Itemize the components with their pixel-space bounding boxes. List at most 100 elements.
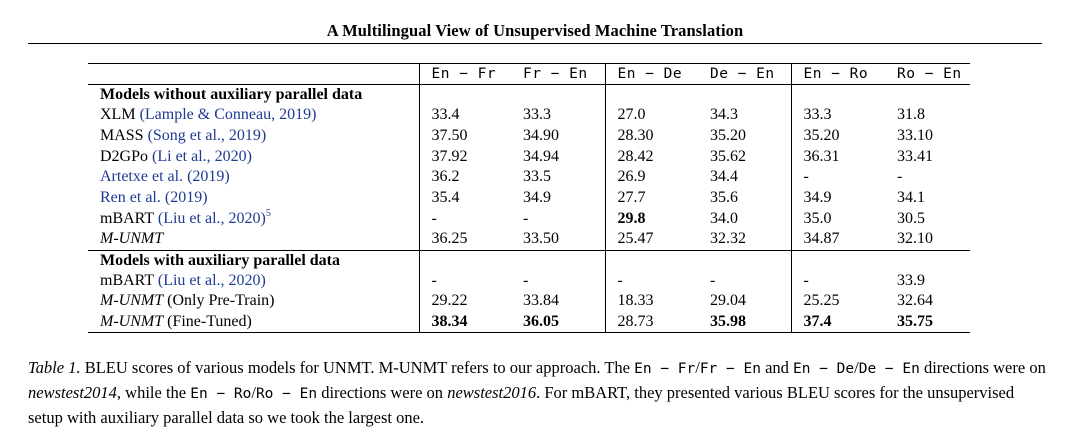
running-head: A Multilingual View of Unsupervised Mach… xyxy=(326,21,744,40)
value-cell: 35.6 xyxy=(710,188,738,206)
value-cell: - xyxy=(418,270,511,292)
model-name: M-UNMT xyxy=(100,230,164,248)
col-header-en-ro: En − Ro xyxy=(790,63,885,85)
empty-cell xyxy=(418,249,511,271)
value-cell: 33.84 xyxy=(523,292,559,310)
model-name: M-UNMT xyxy=(100,313,164,331)
value-cell: 34.3 xyxy=(710,106,738,124)
empty-cell xyxy=(511,84,605,106)
col-header-en-fr: En − Fr xyxy=(418,63,511,85)
value-cell: - xyxy=(897,168,903,186)
direction-code: En − Fr xyxy=(634,361,696,377)
value-cell: 32.32 xyxy=(710,230,746,248)
model-cell: mBART (Liu et al., 2020)5 xyxy=(88,207,419,230)
model-cell: Ren et al. (2019) xyxy=(88,188,419,209)
value-cell: 28.73 xyxy=(604,312,698,334)
direction-code: Fr − En xyxy=(699,361,761,377)
value-cell: 27.0 xyxy=(604,105,698,126)
table-row: Ren et al. (2019) 35.4 34.9 27.7 35.6 34… xyxy=(88,187,970,209)
value-cell: 18.33 xyxy=(604,291,698,313)
value-cell: 25.25 xyxy=(790,291,885,313)
value-cell: 32.64 xyxy=(897,292,933,310)
empty-cell xyxy=(418,84,511,106)
value-cell: 34.9 xyxy=(790,187,885,209)
caption-text: and xyxy=(760,358,794,377)
value-cell: 36.2 xyxy=(418,167,511,188)
value-cell: 34.9 xyxy=(523,188,551,206)
value-cell: 33.10 xyxy=(897,126,933,144)
table-row: MASS (Song et al., 2019) 37.50 34.90 28.… xyxy=(88,125,970,147)
value-cell: - xyxy=(418,208,511,230)
footnote-marker[interactable]: 5 xyxy=(265,207,271,219)
value-cell: 33.3 xyxy=(790,105,885,126)
value-cell: 36.31 xyxy=(790,146,885,168)
model-cell: mBART (Liu et al., 2020) xyxy=(88,271,419,292)
direction-code: Ro − En xyxy=(255,386,318,402)
value-cell: - xyxy=(523,271,529,289)
value-cell: 37.92 xyxy=(418,146,511,168)
value-cell: 29.22 xyxy=(418,291,511,313)
model-cell: D2GPo (Li et al., 2020) xyxy=(88,147,419,168)
table-row: mBART (Liu et al., 2020)5 - - 29.8 34.0 … xyxy=(88,207,970,230)
value-cell-best: 38.34 xyxy=(418,312,511,334)
section-title-with-parallel: Models with auxiliary parallel data xyxy=(88,249,419,271)
citation-link[interactable]: (Liu et al., 2020) xyxy=(157,209,266,227)
empty-cell xyxy=(790,249,885,271)
section-header-row: Models without auxiliary parallel data xyxy=(88,84,970,106)
col-header-fr-en: Fr − En xyxy=(511,63,605,85)
col-header-de-en: De − En xyxy=(698,63,791,85)
empty-cell xyxy=(604,249,698,271)
value-cell: 33.3 xyxy=(523,106,551,124)
caption-text: / xyxy=(251,383,256,402)
citation-link[interactable]: (Liu et al., 2020) xyxy=(157,271,266,289)
header-rule xyxy=(28,43,1042,44)
value-cell: 26.9 xyxy=(604,167,698,188)
results-table: En − Fr Fr − En En − De De − En En − Ro … xyxy=(88,63,970,334)
col-header-ro-en: Ro − En xyxy=(885,63,970,85)
value-cell: - xyxy=(790,270,885,292)
model-cell: Artetxe et al. (2019) xyxy=(88,167,419,188)
model-name: mBART xyxy=(100,271,154,289)
value-cell: 27.7 xyxy=(604,187,698,209)
table-row: XLM (Lample & Conneau, 2019) 33.4 33.3 2… xyxy=(88,105,970,126)
empty-cell xyxy=(698,249,791,271)
table-header-row: En − Fr Fr − En En − De De − En En − Ro … xyxy=(88,63,970,85)
table-caption: Table 1. BLEU scores of various models f… xyxy=(28,356,1048,430)
value-cell: 34.1 xyxy=(897,188,925,206)
value-cell-best: 35.75 xyxy=(885,312,970,334)
model-variant: (Fine-Tuned) xyxy=(167,313,252,331)
dataset-name: newstest2014 xyxy=(28,383,117,402)
value-cell: 35.62 xyxy=(710,147,746,165)
citation-link[interactable]: (Song et al., 2019) xyxy=(147,126,267,144)
model-name: D2GPo xyxy=(100,147,149,165)
value-cell: 34.4 xyxy=(710,168,738,186)
value-cell-best: 29.8 xyxy=(604,208,698,230)
empty-cell xyxy=(885,84,970,106)
value-cell: 35.4 xyxy=(418,187,511,209)
value-cell: 33.41 xyxy=(897,147,933,165)
table-row: Artetxe et al. (2019) 36.2 33.5 26.9 34.… xyxy=(88,167,970,188)
citation-link[interactable]: (Lample & Conneau, 2019) xyxy=(139,106,317,124)
caption-label: Table 1. xyxy=(28,358,81,377)
empty-cell xyxy=(698,84,791,106)
value-cell: - xyxy=(790,167,885,188)
citation-link[interactable]: (Li et al., 2020) xyxy=(152,147,252,165)
value-cell: 33.4 xyxy=(418,105,511,126)
empty-cell xyxy=(511,249,605,271)
citation-link[interactable]: Ren et al. (2019) xyxy=(100,188,208,206)
value-cell: 34.94 xyxy=(523,147,559,165)
model-name: M-UNMT xyxy=(100,292,164,310)
model-cell: MASS (Song et al., 2019) xyxy=(88,126,419,147)
caption-text: / xyxy=(695,358,700,377)
citation-link[interactable]: Artetxe et al. (2019) xyxy=(100,168,230,186)
value-cell: - xyxy=(604,270,698,292)
empty-cell xyxy=(885,249,970,271)
empty-cell xyxy=(604,84,698,106)
caption-text: directions were on xyxy=(317,383,448,402)
value-cell-best: 35.98 xyxy=(698,312,791,334)
value-cell: 33.9 xyxy=(897,271,925,289)
model-cell: M-UNMT (Fine-Tuned) xyxy=(88,312,419,334)
value-cell: 28.42 xyxy=(604,146,698,168)
model-name: XLM xyxy=(100,106,136,124)
header-blank xyxy=(88,63,419,85)
